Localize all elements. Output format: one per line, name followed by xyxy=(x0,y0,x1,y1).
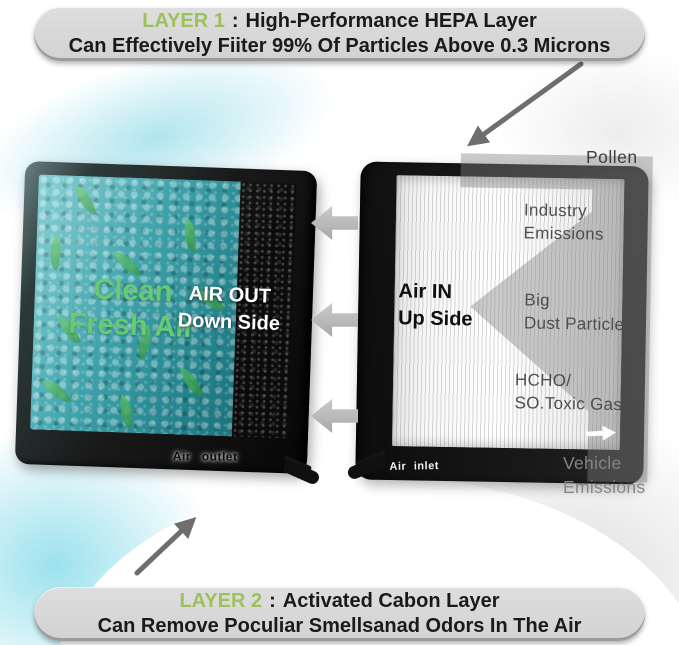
pollutant-line: Emissions xyxy=(523,223,604,244)
arrow-up-right-icon xyxy=(134,516,197,576)
airflow-left-arrow-icon xyxy=(311,206,358,240)
layer2-subtitle: Can Remove Poculiar Smellsanad Odors In … xyxy=(97,615,582,637)
layer2-label: LAYER 2 xyxy=(179,590,263,612)
carbon-filter-panel: Clean Fresh Air AIR OUT Down Side Air ou… xyxy=(14,160,318,475)
layer2-title: Activated Cabon Layer xyxy=(282,590,500,612)
vehicle-emissions-line: Emissions xyxy=(563,477,646,497)
layer1-banner-title-line: LAYER 1: High-Performance HEPA Layer xyxy=(142,9,537,34)
layer1-colon: : xyxy=(231,10,239,32)
pollutant-toxic-gas: HCHO/ SO.Toxic Gas xyxy=(514,368,622,416)
pollutant-line: SO.Toxic Gas xyxy=(514,393,623,415)
layer2-colon: : xyxy=(269,590,276,612)
pollutant-line: HCHO/ xyxy=(514,370,572,391)
layer1-banner: LAYER 1: High-Performance HEPA Layer Can… xyxy=(34,7,645,61)
vehicle-emissions-line: Vehicle xyxy=(563,453,622,473)
layer2-banner: LAYER 2: Activated Cabon Layer Can Remov… xyxy=(34,587,645,641)
pollutant-big-dust-particle: Big Dust Particle xyxy=(524,288,625,336)
layer2-banner-title-line: LAYER 2: Activated Cabon Layer xyxy=(179,589,499,614)
air-outlet-label: Air outlet xyxy=(172,449,238,464)
layer1-title: High-Performance HEPA Layer xyxy=(245,10,537,32)
air-in-line1: Air IN xyxy=(398,280,453,304)
carbon-filter-media: Clean Fresh Air AIR OUT Down Side xyxy=(30,174,297,439)
air-in-line2: Up Side xyxy=(397,307,473,331)
air-in-label: Air IN Up Side xyxy=(398,278,473,333)
layer1-subtitle: Can Effectively Fiiter 99% Of Particles … xyxy=(68,35,611,57)
air-inlet-label: Air inlet xyxy=(389,460,440,473)
layer1-label: LAYER 1 xyxy=(142,10,225,32)
pollutant-line: Dust Particle xyxy=(523,313,625,335)
pollutant-line: Big xyxy=(524,290,551,310)
airflow-left-arrow-icon xyxy=(311,399,358,433)
air-out-label: AIR OUT Down Side xyxy=(165,280,293,338)
air-out-line2: Down Side xyxy=(177,309,281,335)
pollutant-industry-emissions: Industry Emissions xyxy=(523,198,604,245)
airflow-left-arrow-icon xyxy=(311,303,358,337)
arrow-down-left-icon xyxy=(467,61,584,147)
pollutant-line: Industry xyxy=(523,200,588,221)
hepa-filter-panel: Air IN Up Side Industry Emissions Big Du… xyxy=(355,153,653,485)
vehicle-emissions-label: Vehicle Emissions xyxy=(563,451,645,499)
